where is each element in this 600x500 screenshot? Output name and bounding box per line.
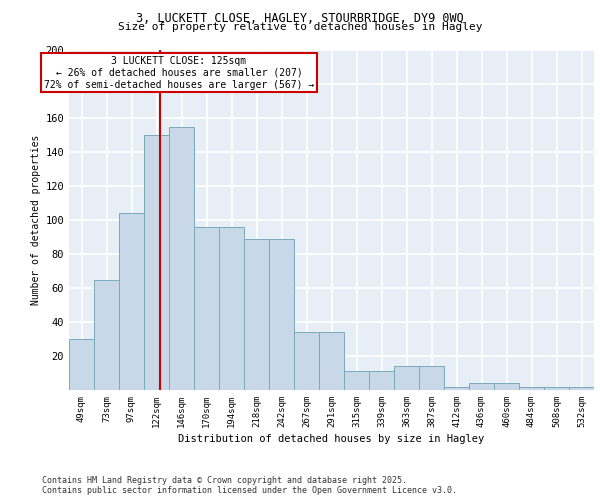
Text: 3 LUCKETT CLOSE: 125sqm
← 26% of detached houses are smaller (207)
72% of semi-d: 3 LUCKETT CLOSE: 125sqm ← 26% of detache… [44, 56, 314, 90]
Bar [194, 227, 219, 390]
Bar [94, 280, 119, 390]
Bar [144, 135, 169, 390]
Bar [394, 366, 419, 390]
Y-axis label: Number of detached properties: Number of detached properties [31, 135, 41, 305]
Bar [344, 372, 369, 390]
Bar [219, 227, 244, 390]
Bar [494, 383, 519, 390]
Bar [119, 213, 144, 390]
Bar [569, 386, 594, 390]
Bar [169, 126, 194, 390]
X-axis label: Distribution of detached houses by size in Hagley: Distribution of detached houses by size … [178, 434, 485, 444]
Bar [544, 386, 569, 390]
Bar [369, 372, 394, 390]
Text: Contains HM Land Registry data © Crown copyright and database right 2025.
Contai: Contains HM Land Registry data © Crown c… [42, 476, 457, 495]
Text: 3, LUCKETT CLOSE, HAGLEY, STOURBRIDGE, DY9 0WQ: 3, LUCKETT CLOSE, HAGLEY, STOURBRIDGE, D… [136, 12, 464, 26]
Bar [69, 339, 94, 390]
Bar [269, 238, 294, 390]
Bar [444, 386, 469, 390]
Bar [419, 366, 444, 390]
Bar [469, 383, 494, 390]
Text: Size of property relative to detached houses in Hagley: Size of property relative to detached ho… [118, 22, 482, 32]
Bar [319, 332, 344, 390]
Bar [244, 238, 269, 390]
Bar [294, 332, 319, 390]
Bar [519, 386, 544, 390]
